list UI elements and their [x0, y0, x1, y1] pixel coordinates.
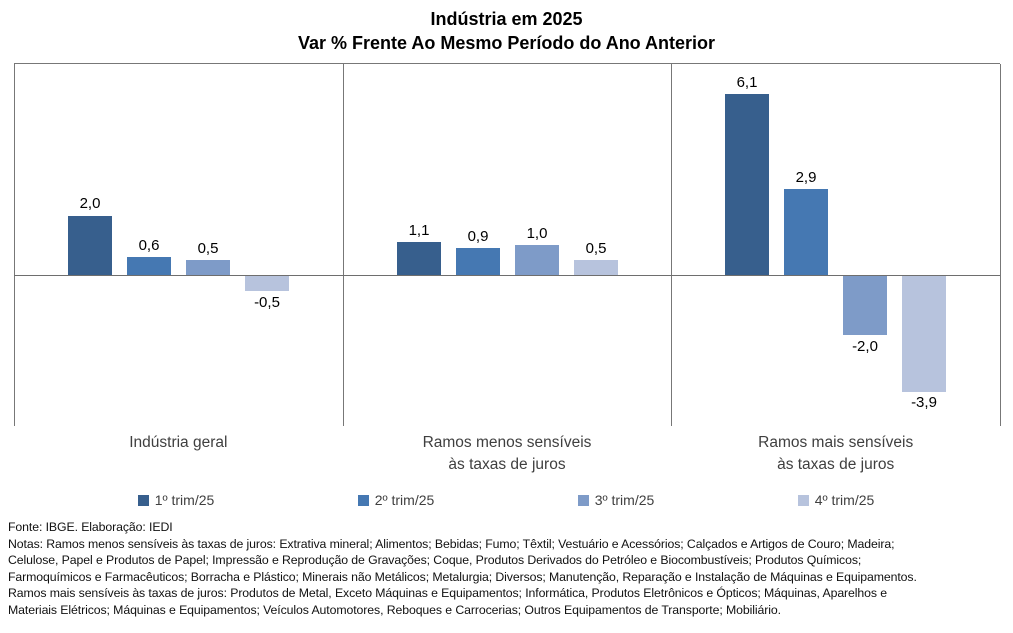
category-label-line: às taxas de juros [448, 456, 566, 473]
bar-value-label: -0,5 [254, 294, 280, 311]
legend-label: 2º trim/25 [374, 492, 435, 508]
category-label-line: Indústria geral [129, 434, 228, 451]
chart-title-line2: Var % Frente Ao Mesmo Período do Ano Ant… [297, 33, 716, 53]
bar-value-label: 0,5 [585, 240, 607, 257]
bar-value-label: 0,9 [467, 228, 489, 245]
chart-title-line1: Indústria em 2025 [430, 9, 583, 29]
notes-line: Materiais Elétricos; Máquinas e Equipame… [8, 602, 781, 617]
bar-4trim25-group1 [245, 276, 289, 291]
bar-value-label: 1,0 [526, 225, 548, 242]
x-axis-zero-line [14, 275, 1000, 276]
category-label-1: Indústria geral [14, 429, 343, 476]
legend-marker-icon [357, 494, 369, 506]
legend-item-2: 2º trim/25 [286, 492, 506, 508]
category-label-line: Ramos mais sensíveis [758, 434, 914, 451]
category-label-line: às taxas de juros [777, 456, 895, 473]
category-label-line: Ramos menos sensíveis [422, 434, 592, 451]
notes-text: Notas: Ramos menos sensíveis às taxas de… [8, 536, 1008, 619]
bar-value-label: 0,5 [197, 240, 219, 257]
chart-title: Indústria em 2025 Var % Frente Ao Mesmo … [0, 0, 1013, 55]
bar-value-label: 0,6 [138, 237, 160, 254]
notes-line: Celulose, Papel e Produtos de Papel; Imp… [8, 553, 862, 568]
panel-separator-line [343, 64, 344, 426]
legend-label: 1º trim/25 [154, 492, 215, 508]
bar-3trim25-group3 [843, 276, 887, 335]
notes-line: Notas: Ramos menos sensíveis às taxas de… [8, 536, 895, 551]
footnotes: Fonte: IBGE. Elaboração: IEDI Notas: Ram… [8, 519, 1008, 619]
bar-2trim25-group1 [127, 257, 171, 275]
category-label-2: Ramos menos sensíveis às taxas de juros [343, 429, 672, 476]
legend-item-3: 3º trim/25 [506, 492, 726, 508]
notes-line: Farmoquímicos e Farmacêuticos; Borracha … [8, 569, 917, 584]
bar-2trim25-group2 [456, 248, 500, 275]
legend-marker-icon [797, 494, 809, 506]
legend-item-4: 4º trim/25 [726, 492, 946, 508]
bar-4trim25-group3 [902, 276, 946, 392]
bar-1trim25-group3 [725, 94, 769, 275]
bar-1trim25-group2 [397, 242, 441, 275]
bar-2trim25-group3 [784, 189, 828, 275]
category-label-3: Ramos mais sensíveis às taxas de juros [671, 429, 1000, 476]
y-axis-line [14, 64, 15, 426]
bar-4trim25-group2 [574, 260, 618, 275]
panel-separator-line [671, 64, 672, 426]
category-axis-labels: Indústria geral Ramos menos sensíveis às t… [14, 429, 1000, 476]
legend-marker-icon [137, 494, 149, 506]
bar-value-label: -2,0 [852, 338, 878, 355]
source-line: Fonte: IBGE. Elaboração: IEDI [8, 520, 173, 534]
bar-value-label: -3,9 [911, 394, 937, 411]
plot-area: 2,0 0,6 0,5 -0,5 1,1 0,9 1,0 0,5 6,1 2,9 -2,0 -3,9 [14, 63, 1001, 426]
bar-value-label: 2,0 [79, 195, 101, 212]
legend-marker-icon [577, 494, 589, 506]
plot-right-border [1000, 64, 1001, 426]
bar-3trim25-group2 [515, 245, 559, 275]
legend-label: 4º trim/25 [814, 492, 875, 508]
bar-3trim25-group1 [186, 260, 230, 275]
legend-item-1: 1º trim/25 [66, 492, 286, 508]
legend-label: 3º trim/25 [594, 492, 655, 508]
legend: 1º trim/25 2º trim/25 3º trim/25 4º trim/25 [66, 492, 946, 508]
bar-value-label: 2,9 [795, 169, 817, 186]
bar-1trim25-group1 [68, 216, 112, 275]
notes-line: Ramos mais sensíveis às taxas de juros: … [8, 586, 888, 601]
bar-value-label: 1,1 [408, 222, 430, 239]
bar-value-label: 6,1 [736, 74, 758, 91]
